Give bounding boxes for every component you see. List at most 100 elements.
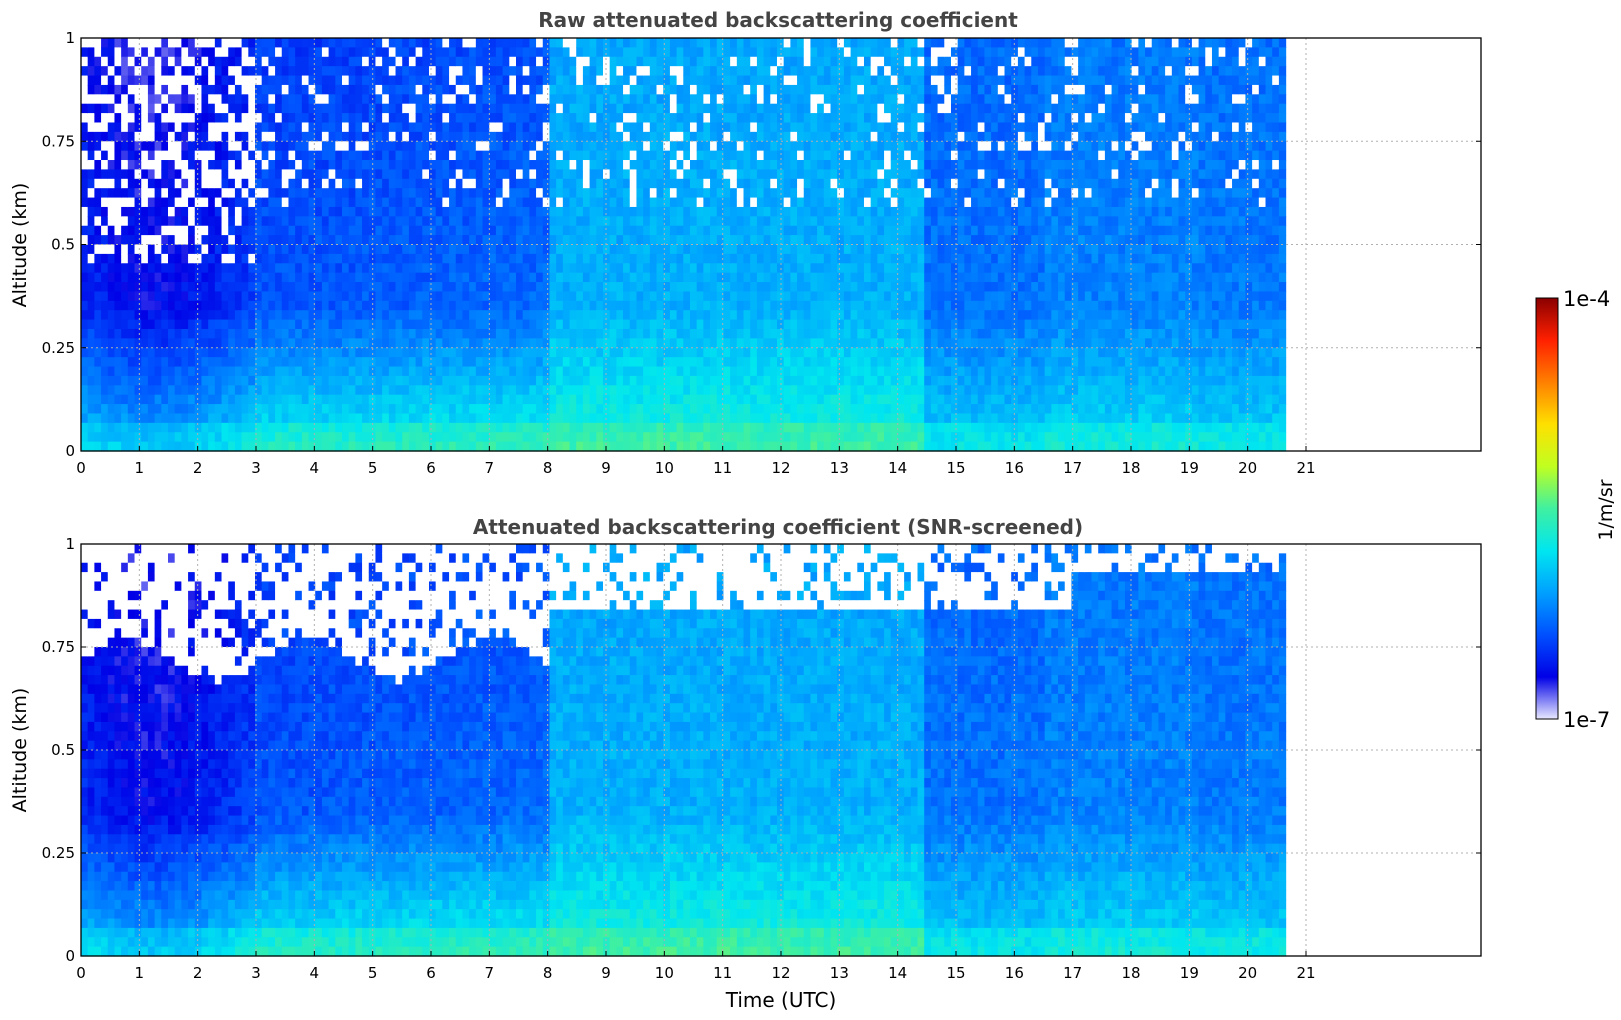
heatmap-cell <box>710 188 718 199</box>
heatmap-cell <box>435 169 443 180</box>
heatmap-cell <box>569 122 577 133</box>
heatmap-cell <box>529 75 537 86</box>
heatmap-cell <box>623 310 631 321</box>
heatmap-cell <box>181 366 189 377</box>
heatmap-cell <box>569 66 577 77</box>
heatmap-cell <box>823 113 832 124</box>
heatmap-cell <box>295 47 303 58</box>
heatmap-cell <box>201 169 209 180</box>
heatmap-cell <box>168 300 176 311</box>
heatmap-cell <box>542 235 551 246</box>
heatmap-cell <box>214 150 223 161</box>
heatmap-cell <box>147 253 156 264</box>
heatmap-cell <box>797 357 805 368</box>
heatmap-cell <box>750 253 758 264</box>
heatmap-cell <box>609 56 617 67</box>
heatmap-cell <box>676 56 684 67</box>
heatmap-cell <box>756 300 765 311</box>
heatmap-cell <box>756 235 765 246</box>
heatmap-cell <box>301 131 310 142</box>
heatmap-cell <box>422 122 430 133</box>
heatmap-cell <box>362 66 370 77</box>
heatmap-cell <box>616 75 624 86</box>
heatmap-cell <box>368 216 377 227</box>
heatmap-cell <box>823 141 832 152</box>
heatmap-cell <box>509 206 517 217</box>
heatmap-cell <box>469 263 477 274</box>
heatmap-cell <box>810 56 818 67</box>
heatmap-cell <box>710 282 718 293</box>
heatmap-cell <box>362 150 370 161</box>
heatmap-cell <box>268 328 276 339</box>
heatmap-cell <box>776 122 785 133</box>
heatmap-cell <box>442 347 450 358</box>
heatmap-cell <box>214 310 223 321</box>
heatmap-cell <box>569 169 577 180</box>
heatmap-cell <box>569 263 577 274</box>
heatmap-cell <box>716 422 725 433</box>
heatmap-cell <box>428 291 437 302</box>
heatmap-cell <box>388 122 397 133</box>
heatmap-cell <box>763 432 771 443</box>
heatmap-cell <box>375 169 383 180</box>
heatmap-cell <box>582 84 591 95</box>
heatmap-cell <box>301 169 310 180</box>
heatmap-cell <box>362 441 370 452</box>
heatmap-cell <box>817 328 825 339</box>
heatmap-cell <box>509 235 517 246</box>
heatmap-cell <box>596 84 604 95</box>
heatmap-cell <box>596 441 604 452</box>
heatmap-cell <box>689 328 698 339</box>
heatmap-cell <box>101 441 109 452</box>
heatmap-cell <box>94 413 102 424</box>
heatmap-cell <box>776 300 785 311</box>
heatmap-cell <box>770 113 778 124</box>
heatmap-cell <box>422 56 430 67</box>
heatmap-cell <box>515 375 524 386</box>
heatmap-cell <box>529 291 537 302</box>
heatmap-cell <box>536 141 544 152</box>
heatmap-cell <box>763 422 771 433</box>
heatmap-cell <box>87 357 95 368</box>
heatmap-cell <box>683 94 691 105</box>
heatmap-cell <box>830 441 838 452</box>
heatmap-cell <box>770 357 778 368</box>
heatmap-cell <box>810 404 818 415</box>
heatmap-cell <box>689 422 698 433</box>
heatmap-cell <box>770 328 778 339</box>
heatmap-cell <box>415 150 423 161</box>
heatmap-cell <box>643 413 651 424</box>
heatmap-cell <box>689 357 698 368</box>
heatmap-cell <box>121 113 129 124</box>
heatmap-cell <box>81 282 89 293</box>
heatmap-cell <box>716 188 725 199</box>
heatmap-cell <box>101 328 109 339</box>
heatmap-cell <box>214 141 223 152</box>
heatmap-cell <box>602 141 611 152</box>
heatmap-cell <box>362 188 370 199</box>
heatmap-cell <box>823 169 832 180</box>
heatmap-cell <box>288 141 296 152</box>
heatmap-cell <box>221 413 229 424</box>
heatmap-cell <box>482 441 490 452</box>
heatmap-cell <box>542 413 551 424</box>
heatmap-cell <box>228 291 236 302</box>
heatmap-cell <box>87 206 95 217</box>
heatmap-cell <box>589 328 597 339</box>
heatmap-cell <box>321 206 330 217</box>
heatmap-cell <box>107 347 116 358</box>
heatmap-cell <box>255 375 263 386</box>
heatmap-cell <box>147 225 156 236</box>
heatmap-cell <box>348 206 356 217</box>
heatmap-cell <box>301 357 310 368</box>
heatmap-cell <box>790 188 798 199</box>
heatmap-cell <box>629 47 638 58</box>
heatmap-cell <box>161 347 169 358</box>
heatmap-cell <box>188 131 196 142</box>
heatmap-cell <box>589 160 597 171</box>
heatmap-cell <box>462 422 470 433</box>
heatmap-cell <box>609 131 617 142</box>
heatmap-cell <box>837 113 845 124</box>
heatmap-cell <box>107 366 116 377</box>
heatmap-cell <box>308 66 316 77</box>
